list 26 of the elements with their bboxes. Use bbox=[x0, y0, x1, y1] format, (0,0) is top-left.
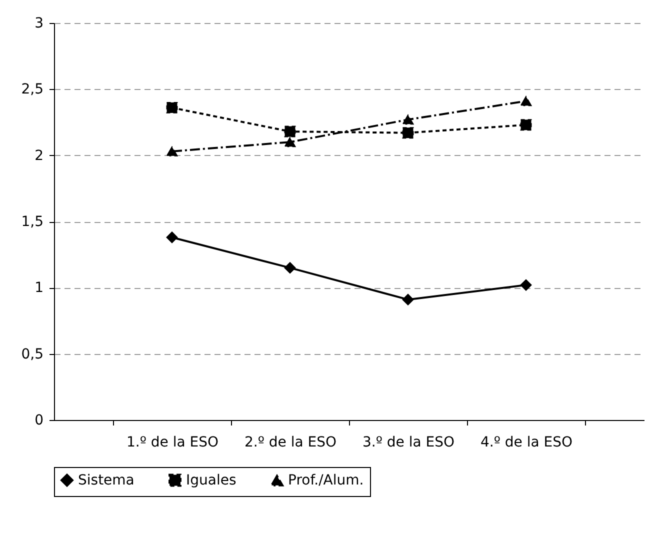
point bbox=[520, 279, 532, 291]
point bbox=[284, 137, 296, 148]
legend-label: Sistema bbox=[78, 472, 134, 488]
point bbox=[402, 114, 414, 125]
point bbox=[520, 96, 532, 106]
point bbox=[166, 146, 178, 156]
point bbox=[520, 119, 532, 131]
x-tick-label: 2.º de la ESO bbox=[244, 434, 337, 450]
x-tick-label: 3.º de la ESO bbox=[362, 434, 455, 450]
y-tick-label: 1,5 bbox=[21, 214, 44, 230]
point bbox=[284, 126, 296, 138]
legend-label: Iguales bbox=[186, 472, 236, 488]
x-tick-label: 1.º de la ESO bbox=[126, 434, 219, 450]
legend-label: Prof./Alum. bbox=[288, 472, 364, 489]
y-tick-label: 2 bbox=[34, 148, 44, 164]
point bbox=[402, 294, 414, 306]
y-tick-label: 1 bbox=[34, 280, 44, 296]
point bbox=[166, 232, 178, 244]
point bbox=[402, 127, 414, 139]
y-tick-label: 0,5 bbox=[21, 346, 44, 362]
y-tick-label: 3 bbox=[34, 16, 44, 32]
x-tick-label: 4.º de la ESO bbox=[480, 434, 573, 450]
point bbox=[284, 262, 296, 274]
y-tick-label: 2,5 bbox=[21, 82, 44, 98]
point bbox=[166, 102, 178, 114]
y-tick-label: 0 bbox=[34, 412, 44, 428]
